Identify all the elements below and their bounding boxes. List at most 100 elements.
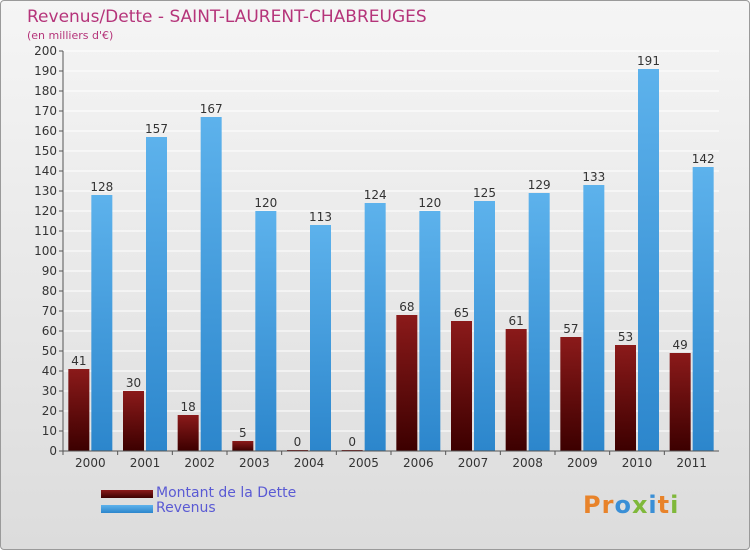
- y-tick-label: 30: [42, 384, 57, 398]
- y-tick-label: 190: [34, 64, 57, 78]
- data-label-revenus: 133: [582, 170, 605, 184]
- legend-swatch-revenus: [101, 505, 153, 513]
- bar-dette: [451, 321, 472, 451]
- y-tick-label: 180: [34, 84, 57, 98]
- x-tick-label: 2010: [622, 456, 653, 470]
- x-tick-label: 2002: [184, 456, 215, 470]
- bar-dette: [560, 337, 582, 451]
- logo-letter: P: [583, 491, 602, 519]
- y-tick-label: 20: [42, 404, 57, 418]
- bar-dette: [615, 345, 636, 451]
- bar-revenus: [638, 69, 659, 451]
- logo-letter: r: [601, 491, 615, 519]
- chart-title: Revenus/Dette - SAINT-LAURENT-CHABREUGES: [27, 7, 427, 27]
- data-label-revenus: 120: [254, 196, 277, 210]
- y-tick-label: 10: [42, 424, 57, 438]
- y-tick-label: 140: [34, 164, 57, 178]
- x-tick-label: 2004: [294, 456, 325, 470]
- data-label-revenus: 191: [637, 54, 660, 68]
- data-label-dette: 30: [126, 376, 141, 390]
- bar-dette: [669, 353, 691, 451]
- data-label-dette: 0: [294, 435, 302, 449]
- bar-revenus: [310, 225, 331, 451]
- y-tick-label: 90: [42, 264, 57, 278]
- bar-dette: [68, 369, 90, 451]
- data-label-revenus: 167: [200, 102, 223, 116]
- data-label-dette: 61: [509, 314, 524, 328]
- data-label-revenus: 142: [692, 152, 715, 166]
- bar-dette: [123, 391, 144, 451]
- logo-letter: t: [657, 491, 671, 519]
- data-label-dette: 0: [348, 435, 356, 449]
- y-tick-label: 80: [42, 284, 57, 298]
- y-axis-tick-labels: 0 10 20 30 40 50 60 70 80 90 100 110 120 130 140 150 160…: [34, 44, 57, 458]
- bar-revenus: [364, 203, 386, 451]
- data-label-revenus: 157: [145, 122, 168, 136]
- data-label-dette: 49: [673, 338, 688, 352]
- x-tick-label: 2001: [130, 456, 161, 470]
- bar-revenus: [200, 117, 222, 451]
- logo-letter: i: [670, 491, 680, 519]
- bar-revenus: [146, 137, 167, 451]
- x-tick-label: 2000: [75, 456, 106, 470]
- x-tick-label: 2005: [348, 456, 379, 470]
- x-axis-tick-labels: 2000 2001 2002 2003 2004 2005 2006 2007 2008 2009…: [62, 451, 707, 470]
- data-label-dette: 65: [454, 306, 469, 320]
- data-label-revenus: 120: [418, 196, 441, 210]
- y-tick-label: 110: [34, 224, 57, 238]
- bar-revenus: [419, 211, 441, 451]
- data-label-revenus: 125: [473, 186, 496, 200]
- bar-revenus: [583, 185, 605, 451]
- legend-swatch-dette: [101, 490, 153, 498]
- y-tick-label: 200: [34, 44, 57, 58]
- bar-dette: [505, 329, 527, 451]
- y-tick-label: 130: [34, 184, 57, 198]
- x-tick-label: 2003: [239, 456, 270, 470]
- logo-letter: o: [614, 491, 632, 519]
- bar-revenus: [255, 211, 277, 451]
- y-tick-label: 170: [34, 104, 57, 118]
- y-tick-label: 160: [34, 124, 57, 138]
- data-label-dette: 18: [181, 400, 196, 414]
- bars: [68, 69, 714, 451]
- y-tick-label: 50: [42, 344, 57, 358]
- data-label-revenus: 113: [309, 210, 332, 224]
- x-tick-label: 2011: [676, 456, 707, 470]
- y-tick-label: 0: [49, 444, 57, 458]
- bar-dette: [232, 441, 254, 451]
- bar-dette: [177, 415, 199, 451]
- axes: [62, 51, 719, 452]
- data-label-revenus: 128: [90, 180, 113, 194]
- data-label-dette: 57: [563, 322, 578, 336]
- x-tick-label: 2008: [512, 456, 543, 470]
- logo-letter: x: [631, 491, 649, 519]
- bar-revenus: [692, 167, 714, 451]
- grid-lines: [59, 50, 719, 452]
- logo-letter: i: [648, 491, 658, 519]
- y-tick-label: 150: [34, 144, 57, 158]
- data-label-dette: 5: [239, 426, 247, 440]
- y-tick-label: 60: [42, 324, 57, 338]
- bar-dette: [396, 315, 418, 451]
- y-tick-label: 100: [34, 244, 57, 258]
- data-labels: 41 128 30 157 18 167 5 120 0 113 0 124 68 120 65 125 61 1…: [71, 54, 714, 449]
- x-tick-label: 2009: [567, 456, 598, 470]
- y-tick-label: 120: [34, 204, 57, 218]
- bar-revenus: [474, 201, 495, 451]
- legend-label-dette: Montant de la Dette: [156, 485, 297, 501]
- bar-revenus: [528, 193, 550, 451]
- x-tick-label: 2006: [403, 456, 434, 470]
- legend-label-revenus: Revenus: [156, 500, 216, 516]
- data-label-revenus: 129: [528, 178, 551, 192]
- proxiti-logo: Proxiti: [583, 491, 679, 519]
- x-tick-label: 2007: [458, 456, 489, 470]
- y-tick-label: 70: [42, 304, 57, 318]
- data-label-revenus: 124: [364, 188, 387, 202]
- data-label-dette: 68: [399, 300, 414, 314]
- data-label-dette: 41: [71, 354, 86, 368]
- bar-revenus: [91, 195, 113, 451]
- data-label-dette: 53: [618, 330, 633, 344]
- y-tick-label: 40: [42, 364, 57, 378]
